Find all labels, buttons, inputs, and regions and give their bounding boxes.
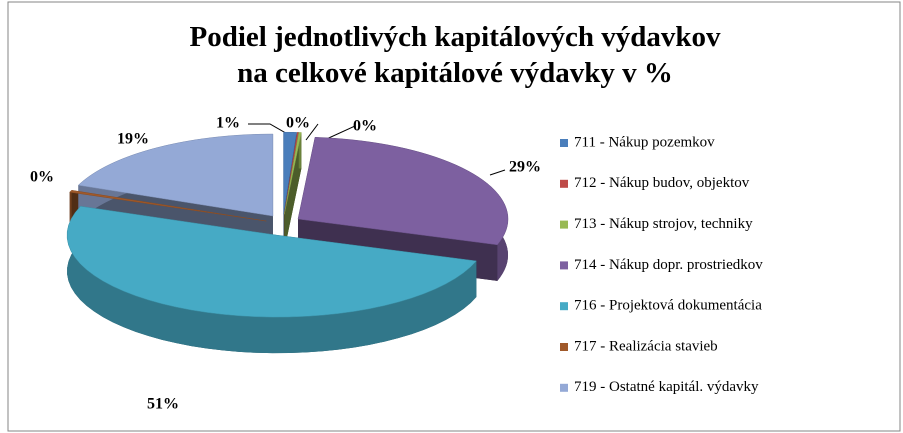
pie-tops [66,131,509,318]
slice [284,132,302,215]
data-label: 0% [353,118,377,135]
slice [77,133,274,217]
data-label: 19% [117,131,149,148]
legend-label: 713 - Nákup strojov, techniky [574,216,753,232]
slice [297,137,509,246]
legend-swatch [560,220,568,229]
chart-title: Podiel jednotlivých kapitálových výdavko… [190,21,721,53]
legend-swatch [560,302,568,311]
legend-swatch [560,261,568,270]
data-label: 0% [286,115,310,132]
chart-subtitle: na celkové kapitálové výdavky v % [237,57,673,89]
data-label: 29% [509,159,541,176]
slice [66,206,477,318]
data-label: 1% [216,115,240,132]
legend-swatch [560,179,568,188]
slice-side [67,206,477,354]
legend-swatch [560,139,568,147]
legend-label: 711 - Nákup pozemkov [574,134,715,150]
slice-wall [284,132,302,251]
legend-label: 716 - Projektová dokumentácia [574,298,762,314]
legend-label: 714 - Nákup dopr. prostriedkov [574,257,763,273]
data-label: 0% [30,169,54,186]
legend-label: 719 - Ostatné kapitál. výdavky [574,379,759,395]
legend-swatch [560,343,568,351]
legend-label: 712 - Nákup budov, objektov [574,175,750,191]
slice [69,189,267,222]
data-label: 51% [147,396,179,413]
slice [283,131,297,215]
legend-swatch [560,383,568,392]
legend-label: 717 - Realizácia stavieb [574,338,718,354]
